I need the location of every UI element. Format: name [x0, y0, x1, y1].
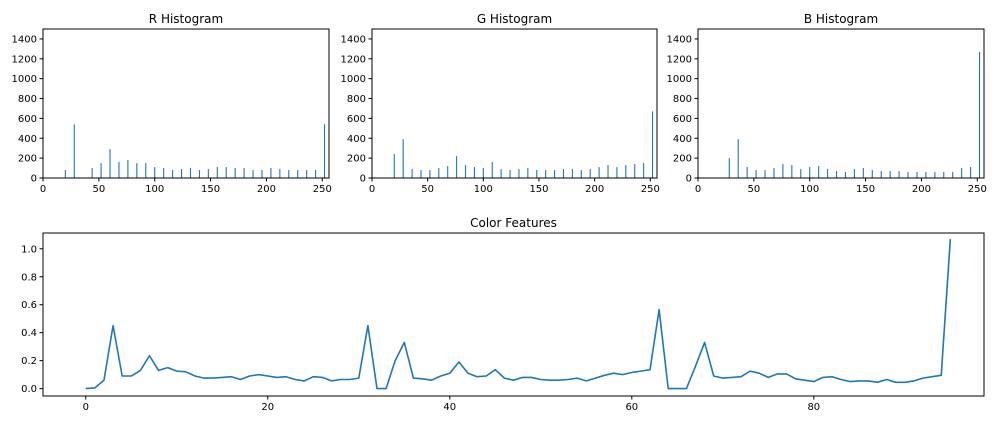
x-tick-label: 0 [40, 184, 46, 195]
chart-panel-0: R Histogram 0 50 100 150 200 250 0 200 400 600 800 1… [12, 12, 332, 195]
y-tick-label: 1400 [341, 34, 366, 45]
y-tick-label: 400 [18, 134, 37, 145]
chart-title: Color Features [470, 216, 557, 230]
y-tick-label: 1000 [667, 74, 692, 85]
y-tick-label: 0.2 [21, 356, 37, 367]
y-tick-label: 0.4 [21, 328, 37, 339]
x-tick-label: 100 [474, 184, 493, 195]
series-line [85, 238, 952, 390]
x-tick-label: 200 [912, 184, 931, 195]
y-tick-label: 1400 [667, 34, 692, 45]
chart-panel-2: B Histogram 0 50 100 150 200 250 0 200 400 600 800 1… [667, 12, 987, 195]
x-tick-label: 0 [83, 402, 89, 413]
y-tick-label: 200 [347, 154, 366, 165]
x-tick-label: 40 [443, 402, 456, 413]
y-tick-label: 1200 [341, 54, 366, 65]
y-tick-label: 400 [673, 134, 692, 145]
y-tick-label: 0 [686, 174, 692, 185]
x-tick-label: 200 [585, 184, 604, 195]
x-tick-label: 50 [747, 184, 760, 195]
y-tick-label: 1200 [12, 54, 37, 65]
y-tick-label: 600 [18, 114, 37, 125]
y-tick-label: 200 [673, 154, 692, 165]
x-tick-label: 200 [257, 184, 276, 195]
y-tick-label: 600 [673, 114, 692, 125]
x-tick-label: 20 [261, 402, 274, 413]
plot-frame [42, 232, 985, 397]
y-tick-label: 200 [18, 154, 37, 165]
x-tick-label: 0 [695, 184, 701, 195]
x-tick-label: 250 [968, 184, 987, 195]
y-tick-label: 1.0 [21, 244, 37, 255]
plot-frame [42, 28, 330, 179]
y-tick-label: 0.6 [21, 300, 37, 311]
y-tick-label: 800 [673, 94, 692, 105]
plot-frame [697, 28, 985, 179]
chart-title: R Histogram [149, 12, 223, 26]
x-tick-label: 100 [800, 184, 819, 195]
y-tick-label: 0 [360, 174, 366, 185]
plot-frame [371, 28, 658, 179]
chart-panel-3: Color Features 0 20 40 60 80 0.0 0.2 0.4 0.6 0.8 1.… [21, 216, 985, 413]
chart-title: B Histogram [804, 12, 878, 26]
y-tick-label: 0.0 [21, 384, 37, 395]
x-tick-label: 60 [625, 402, 638, 413]
y-tick-label: 0.8 [21, 272, 37, 283]
y-tick-label: 1200 [667, 54, 692, 65]
x-tick-label: 50 [421, 184, 434, 195]
x-tick-label: 150 [529, 184, 548, 195]
y-tick-label: 0 [31, 174, 37, 185]
x-tick-label: 0 [369, 184, 375, 195]
x-tick-label: 250 [641, 184, 660, 195]
chart-title: G Histogram [477, 12, 552, 26]
y-tick-label: 1400 [12, 34, 37, 45]
y-tick-label: 1000 [12, 74, 37, 85]
x-tick-label: 80 [807, 402, 820, 413]
x-tick-label: 150 [856, 184, 875, 195]
x-tick-label: 100 [145, 184, 164, 195]
x-tick-label: 250 [313, 184, 332, 195]
y-tick-label: 800 [347, 94, 366, 105]
x-tick-label: 50 [92, 184, 105, 195]
y-tick-label: 800 [18, 94, 37, 105]
y-tick-label: 400 [347, 134, 366, 145]
x-tick-label: 150 [201, 184, 220, 195]
chart-panel-1: G Histogram 0 50 100 150 200 250 0 200 400 600 800 1… [341, 12, 660, 195]
y-tick-label: 1000 [341, 74, 366, 85]
y-tick-label: 600 [347, 114, 366, 125]
